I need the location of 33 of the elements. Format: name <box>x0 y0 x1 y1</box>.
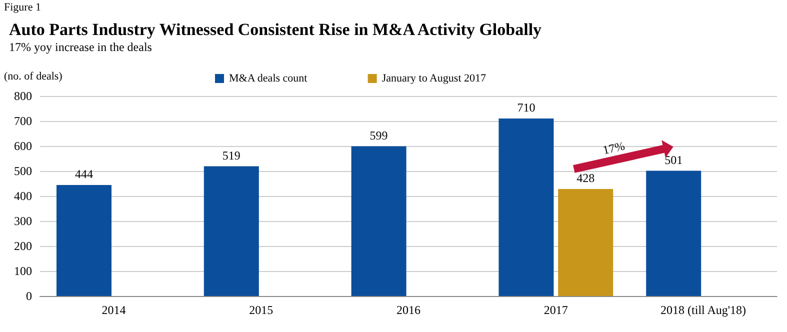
annotation: 17% <box>601 138 626 158</box>
y-tick-label: 600 <box>14 139 32 153</box>
bar <box>498 118 554 296</box>
bar <box>646 170 702 296</box>
chart-subtitle: 17% yoy increase in the deals <box>9 40 152 54</box>
bar <box>558 189 614 296</box>
legend-label: January to August 2017 <box>382 72 487 84</box>
bar <box>56 185 112 296</box>
y-tick-label: 400 <box>14 189 32 203</box>
data-label: 444 <box>75 167 93 181</box>
y-tick-label: 500 <box>14 164 32 178</box>
y-tick-label: 700 <box>14 114 32 128</box>
legend-label: M&A deals count <box>229 72 308 84</box>
data-label: 428 <box>576 171 595 185</box>
data-label: 599 <box>370 128 388 142</box>
y-tick-label: 300 <box>14 214 32 228</box>
caption: Figure 1 <box>4 2 41 14</box>
data-label: 710 <box>517 100 536 114</box>
x-tick-label: 2018 (till Aug'18) <box>660 303 746 317</box>
y-tick-label: 0 <box>26 289 32 303</box>
y-tick-label: 200 <box>14 239 32 253</box>
bar <box>351 146 406 296</box>
chart-title: Auto Parts Industry Witnessed Consistent Rise in M&A Activity Globally <box>9 20 542 39</box>
y-axis-title: (no. of deals) <box>4 70 63 82</box>
bar <box>204 166 259 296</box>
data-label: 501 <box>664 152 683 167</box>
x-tick-label: 2014 <box>102 303 126 317</box>
x-tick-label: 2017 <box>544 303 568 317</box>
data-label: 519 <box>222 148 240 162</box>
y-tick-label: 800 <box>14 89 32 103</box>
x-tick-label: 2016 <box>396 303 420 317</box>
y-tick-label: 100 <box>14 264 32 278</box>
x-tick-label: 2015 <box>249 303 274 317</box>
